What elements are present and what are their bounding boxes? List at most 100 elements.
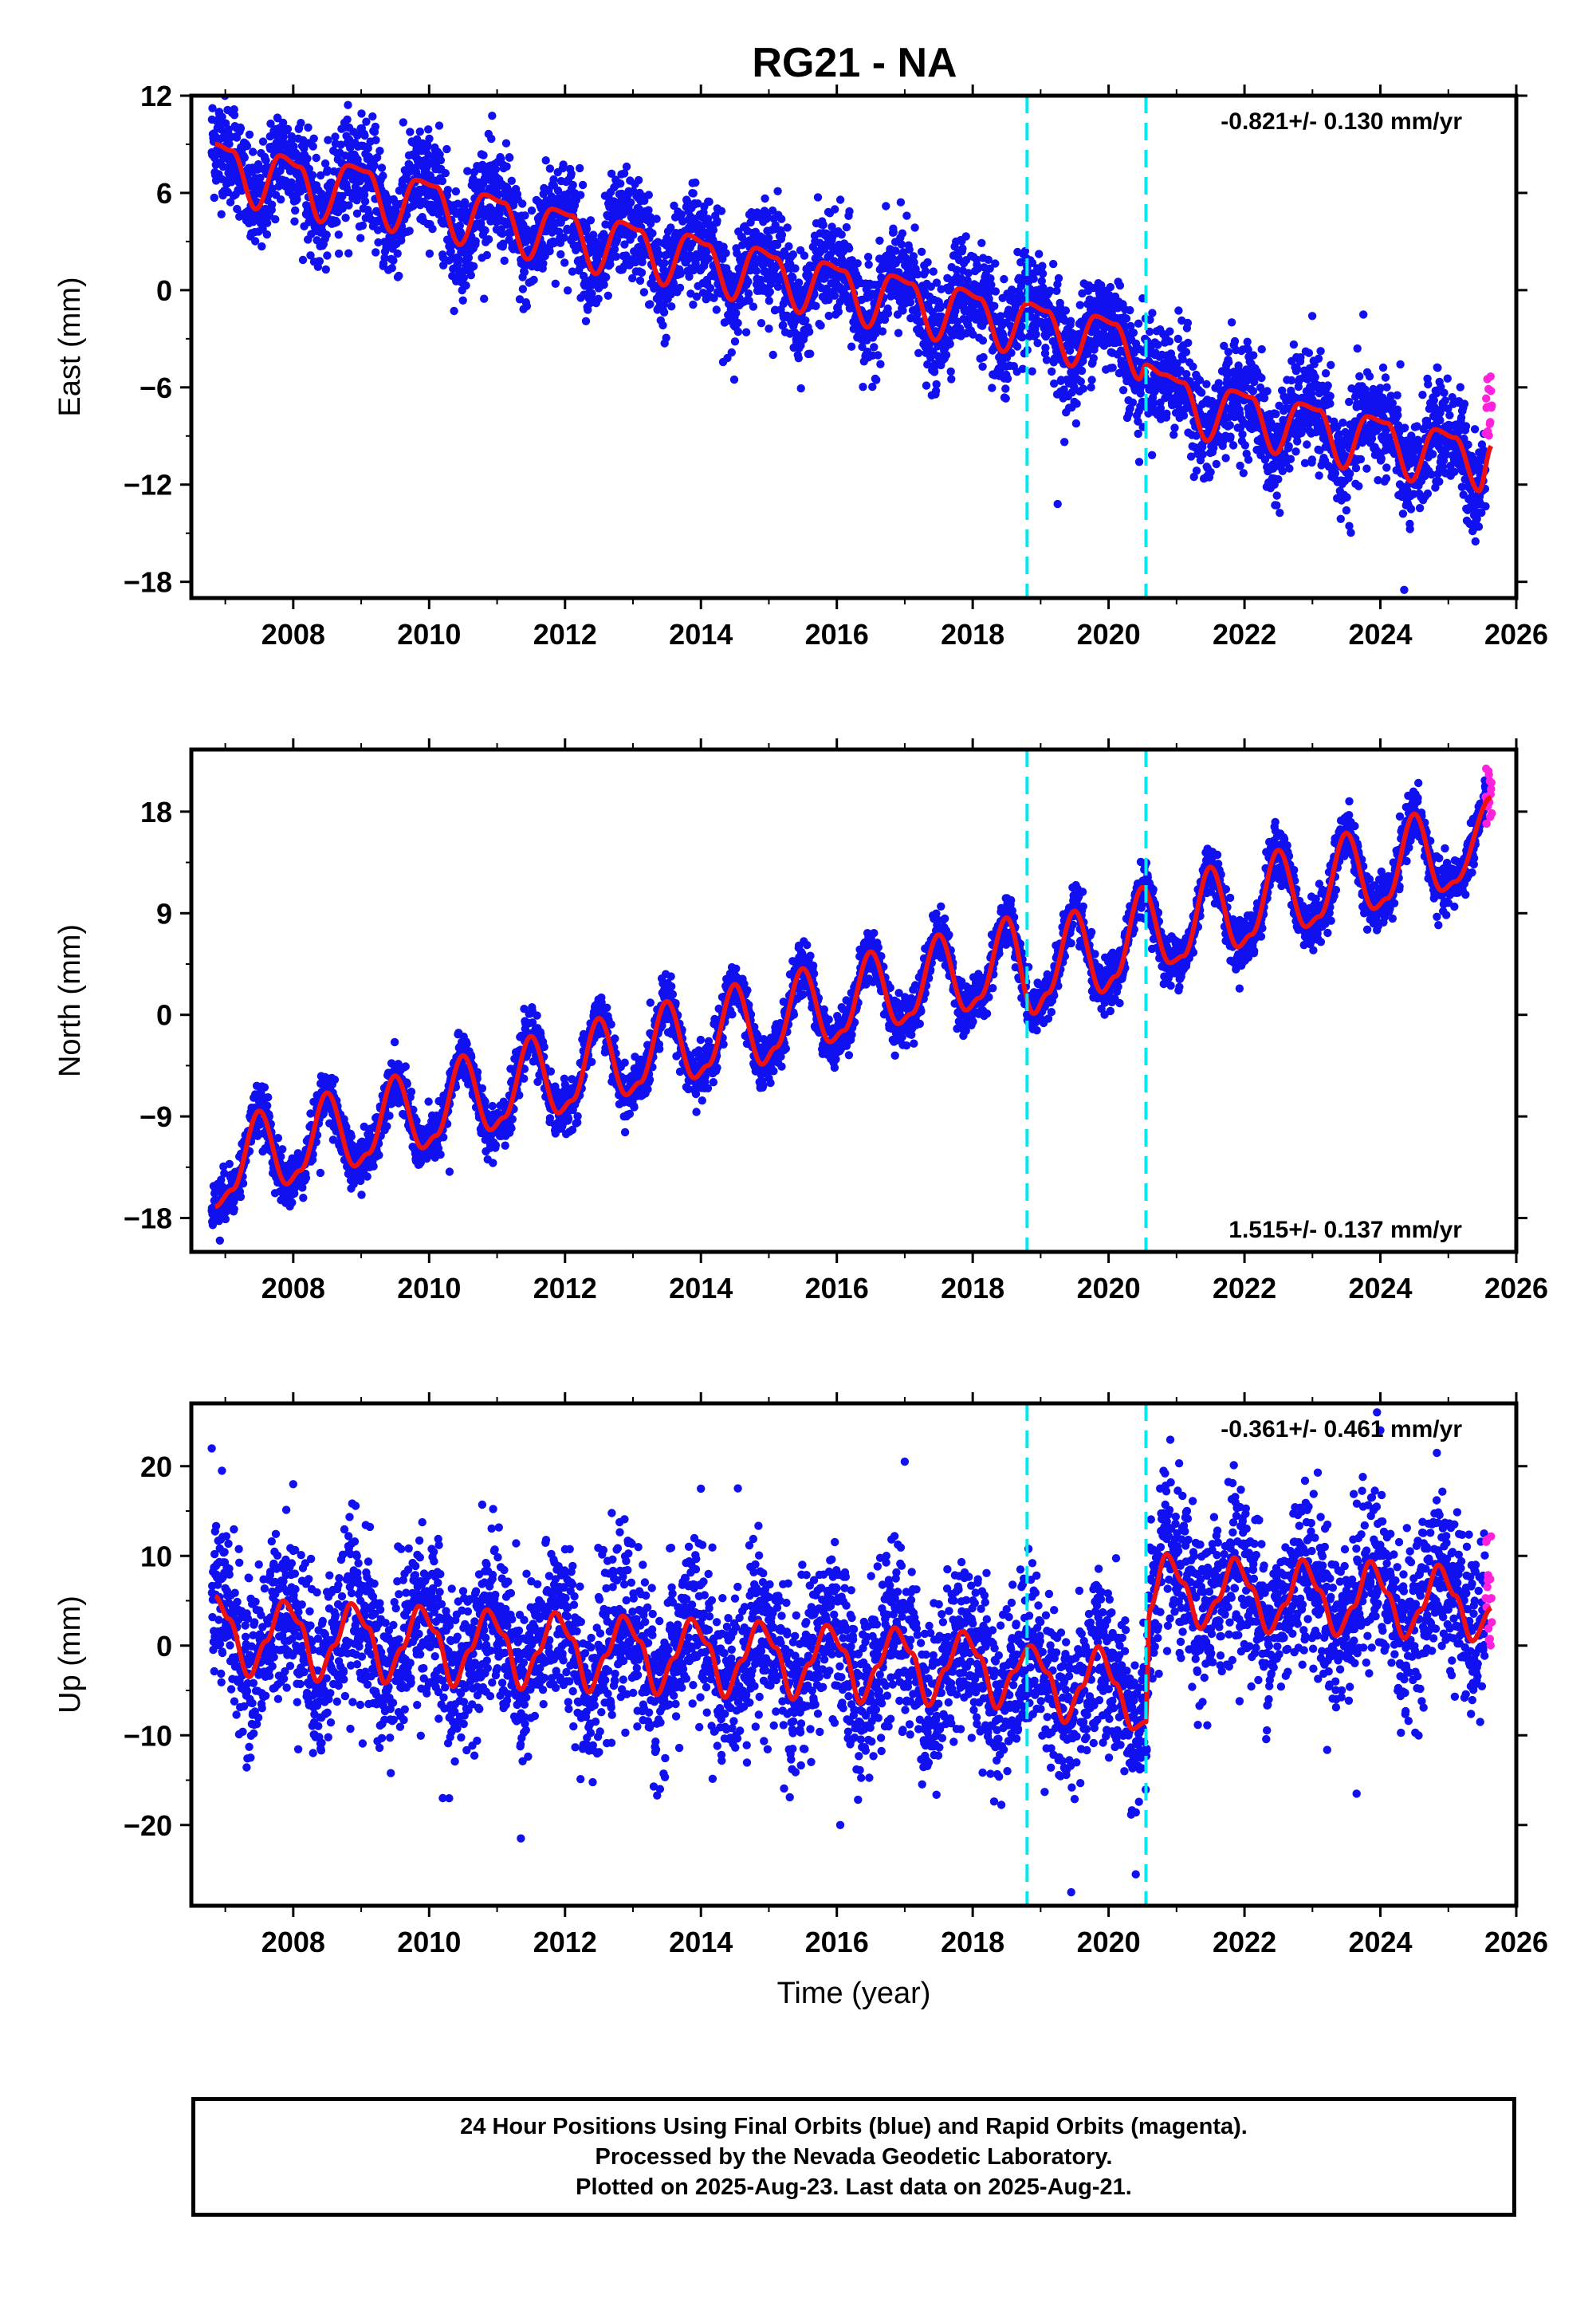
east-point: [387, 264, 396, 273]
east-point: [402, 211, 411, 219]
east-point: [667, 302, 676, 311]
east-point: [1162, 409, 1171, 418]
east-point: [343, 115, 352, 124]
east-point: [1346, 469, 1354, 478]
east-point: [1070, 383, 1079, 392]
east-point: [963, 276, 972, 285]
east-point: [1220, 341, 1228, 350]
east-point: [1202, 380, 1211, 388]
east-point: [425, 134, 434, 144]
east-point: [1052, 286, 1061, 295]
east-point: [291, 206, 300, 215]
east-point: [322, 230, 331, 239]
east-rapid-point: [1486, 372, 1496, 381]
east-point: [644, 191, 653, 199]
east-point: [713, 216, 721, 226]
east-point: [555, 227, 564, 236]
east-point: [1038, 270, 1048, 278]
east-point: [1183, 318, 1193, 328]
east-point: [1001, 384, 1010, 393]
east-point: [834, 307, 843, 317]
east-point: [1028, 258, 1037, 267]
east-point: [1456, 413, 1466, 422]
east-point: [765, 297, 773, 305]
east-point: [1017, 322, 1026, 331]
east-point: [1145, 327, 1154, 336]
east-point: [1176, 366, 1185, 375]
east-point: [1128, 398, 1138, 407]
east-final-orbit-points: [207, 96, 1490, 594]
east-point: [1474, 522, 1484, 531]
east-point: [481, 226, 489, 235]
east-point: [1406, 505, 1416, 514]
east-point: [428, 224, 437, 234]
east-ytick-label: −6: [140, 372, 172, 404]
east-point: [484, 235, 493, 244]
east-point: [446, 247, 455, 256]
east-point: [1035, 250, 1044, 258]
east-point: [395, 271, 403, 281]
east-point: [497, 230, 507, 238]
east-ytick-label: 6: [156, 177, 172, 210]
east-point: [812, 301, 820, 310]
east-point: [373, 226, 383, 234]
east-point: [765, 234, 773, 242]
east-point: [765, 325, 773, 333]
east-point: [1346, 528, 1355, 537]
east-point: [218, 112, 226, 121]
east-point: [889, 228, 898, 237]
east-point: [1303, 440, 1311, 449]
east-xtick-label: 2024: [1348, 618, 1412, 651]
east-point: [1381, 373, 1390, 382]
east-point: [1424, 380, 1433, 389]
east-point: [910, 258, 918, 267]
east-point: [1479, 446, 1488, 455]
east-point: [1396, 360, 1405, 369]
east-point: [434, 121, 444, 130]
east-point: [1315, 471, 1323, 480]
east-point: [334, 230, 343, 239]
east-point: [459, 274, 468, 282]
east-point: [1287, 376, 1296, 385]
east-point: [996, 312, 1005, 321]
east-rapid-point: [1482, 394, 1491, 403]
east-rapid-point: [1484, 431, 1493, 440]
east-point: [1394, 411, 1402, 419]
east-point: [772, 240, 782, 250]
east-point: [1398, 510, 1408, 518]
east-point: [1174, 306, 1183, 315]
east-point: [251, 237, 260, 246]
east-point: [655, 250, 663, 259]
east-point: [1300, 458, 1310, 467]
east-point: [979, 352, 988, 362]
east-point: [454, 254, 463, 263]
east-point: [619, 169, 629, 178]
east-point: [874, 280, 883, 289]
east-point: [1087, 383, 1095, 392]
east-point: [1433, 364, 1442, 372]
east-point: [733, 318, 742, 328]
east-point: [1316, 347, 1325, 356]
east-point: [902, 211, 911, 220]
east-point: [953, 317, 962, 326]
east-point: [692, 292, 702, 301]
east-point: [791, 264, 800, 273]
east-point: [208, 104, 217, 112]
east-point: [462, 281, 470, 290]
east-point: [1146, 315, 1154, 325]
east-point: [1242, 365, 1251, 374]
east-point: [1192, 466, 1201, 475]
east-point: [1472, 514, 1481, 523]
east-point: [1272, 501, 1281, 510]
east-point: [1166, 327, 1174, 336]
east-point: [371, 136, 380, 144]
east-point: [620, 240, 629, 249]
east-point: [741, 328, 751, 336]
east-point: [1326, 392, 1335, 400]
east-point: [689, 189, 698, 198]
east-ytick-label: −12: [124, 469, 172, 502]
east-point: [835, 195, 845, 204]
east-point: [706, 284, 715, 293]
east-point: [505, 153, 514, 162]
east-point: [341, 171, 351, 180]
